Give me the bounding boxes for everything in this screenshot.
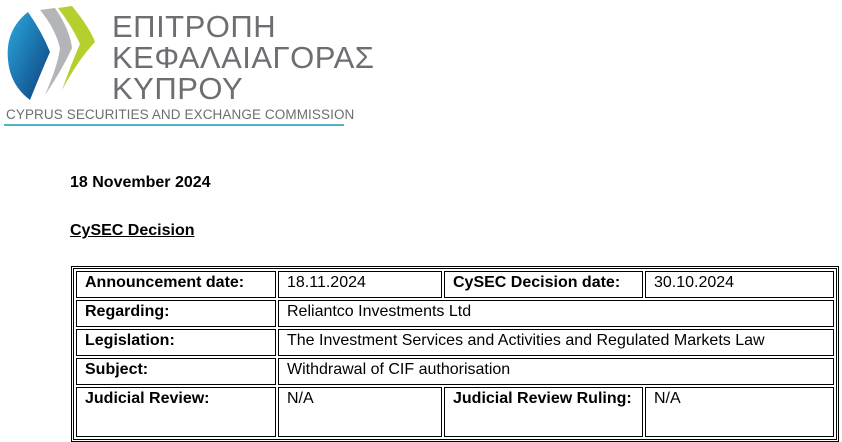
cysec-logo: ΕΠΙΤΡΟΠΗ ΚΕΦΑΛΑΙΑΓΟΡΑΣ ΚΥΠΡΟΥ CYPRUS SEC… (0, 0, 374, 130)
subject-value: Withdrawal of CIF authorisation (278, 358, 834, 385)
table-row: Legislation: The Investment Services and… (76, 329, 834, 356)
judicial-review-label: Judicial Review: (76, 387, 276, 437)
regarding-label: Regarding: (76, 300, 276, 327)
logo-greek-line-1: ΕΠΙΤΡΟΠΗ (112, 9, 277, 44)
decision-label: CySEC Decision date: (444, 271, 643, 298)
logo-english-name: CYPRUS SECURITIES AND EXCHANGE COMMISSIO… (6, 107, 355, 122)
document-date: 18 November 2024 (70, 174, 211, 191)
decision-table: Announcement date: 18.11.2024 CySEC Deci… (71, 266, 839, 442)
logo-greek-line-2: ΚΕΦΑΛΑΙΑΓΟΡΑΣ (112, 40, 375, 75)
subject-label: Subject: (76, 358, 276, 385)
regarding-value: Reliantco Investments Ltd (278, 300, 834, 327)
decision-value: 30.10.2024 (645, 271, 834, 298)
judicial-review-value: N/A (278, 387, 442, 437)
logo-chevrons-icon (7, 6, 95, 100)
announcement-value: 18.11.2024 (278, 271, 442, 298)
judicial-ruling-label: Judicial Review Ruling: (444, 387, 643, 437)
announcement-label: Announcement date: (76, 271, 276, 298)
table-row: Judicial Review: N/A Judicial Review Rul… (76, 387, 834, 437)
table-row: Regarding: Reliantco Investments Ltd (76, 300, 834, 327)
legislation-value: The Investment Services and Activities a… (278, 329, 834, 356)
document-heading: CySEC Decision (70, 222, 195, 239)
logo-rule (4, 124, 344, 126)
table-row: Announcement date: 18.11.2024 CySEC Deci… (76, 271, 834, 298)
legislation-label: Legislation: (76, 329, 276, 356)
table-row: Subject: Withdrawal of CIF authorisation (76, 358, 834, 385)
judicial-ruling-value: N/A (645, 387, 834, 437)
logo-greek-line-3: ΚΥΠΡΟΥ (112, 71, 244, 106)
